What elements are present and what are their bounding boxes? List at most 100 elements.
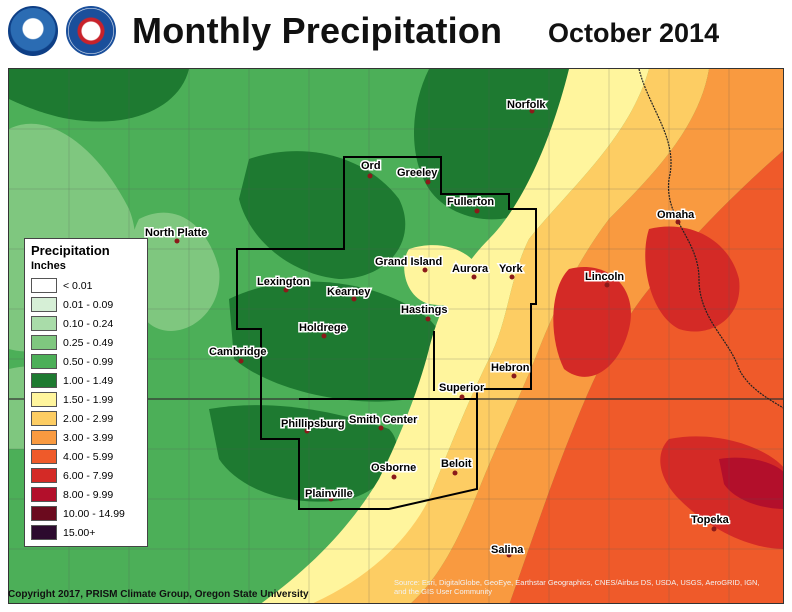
city-marker-aurora <box>471 274 477 280</box>
legend-swatch <box>31 430 57 445</box>
legend-label: 1.00 - 1.49 <box>63 374 114 387</box>
precip-zone-lincoln-deep <box>553 267 631 377</box>
legend-swatch <box>31 297 57 312</box>
legend-swatch <box>31 468 57 483</box>
precip-zone-orange-band <box>313 69 709 603</box>
legend-swatch <box>31 411 57 426</box>
map-title: Monthly Precipitation <box>132 10 503 51</box>
precip-zone-yellow-band <box>261 69 649 603</box>
legend-label: 15.00+ <box>63 526 96 539</box>
legend-swatch <box>31 354 57 369</box>
city-marker-lexington <box>283 287 289 293</box>
legend: Precipitation Inches < 0.01 0.01 - 0.09 0.… <box>24 238 148 547</box>
precip-zone-ord-dark <box>239 151 406 279</box>
city-marker-phillipsburg <box>304 428 310 434</box>
city-marker-hebron <box>511 373 517 379</box>
precip-zone-ks-dark <box>209 405 397 502</box>
city-marker-beloit <box>452 470 458 476</box>
legend-swatch <box>31 278 57 293</box>
legend-label: 0.10 - 0.24 <box>63 317 114 330</box>
city-marker-cambridge <box>238 358 244 364</box>
legend-item: 1.00 - 1.49 <box>31 371 141 390</box>
legend-item: 10.00 - 14.99 <box>31 504 141 523</box>
legend-label: 0.50 - 0.99 <box>63 355 114 368</box>
legend-item: 0.50 - 0.99 <box>31 352 141 371</box>
legend-label: 4.00 - 5.99 <box>63 450 114 463</box>
city-marker-norfolk <box>529 108 535 114</box>
city-label-lincoln: Lincoln <box>585 271 624 283</box>
city-marker-fullerton <box>474 208 480 214</box>
legend-label: 3.00 - 3.99 <box>63 431 114 444</box>
legend-label: < 0.01 <box>63 279 93 292</box>
precip-zone-np-light <box>128 212 220 331</box>
city-marker-york <box>509 274 515 280</box>
city-marker-north-platte <box>174 238 180 244</box>
city-label-kearney: Kearney <box>327 286 371 298</box>
legend-item: 6.00 - 7.99 <box>31 466 141 485</box>
river-line <box>638 69 783 409</box>
city-label-hebron: Hebron <box>491 362 530 374</box>
header: Monthly Precipitation October 2014 <box>0 0 792 68</box>
city-label-north-platte: North Platte <box>145 227 207 239</box>
precipitation-map[interactable]: Norfolk Ord Greeley Fullerton North Plat… <box>8 68 784 604</box>
source-attribution: Source: Esri, DigitalGlobe, GeoEye, Eart… <box>394 578 760 596</box>
city-label-cambridge: Cambridge <box>209 346 266 358</box>
legend-label: 2.00 - 2.99 <box>63 412 114 425</box>
city-marker-smith-center <box>378 425 384 431</box>
precip-zone-topeka-deepest <box>719 457 783 509</box>
city-label-fullerton: Fullerton <box>447 196 494 208</box>
legend-item: 4.00 - 5.99 <box>31 447 141 466</box>
legend-swatch <box>31 449 57 464</box>
city-label-york: York <box>499 263 524 275</box>
county-lines <box>9 69 783 603</box>
legend-item: 3.00 - 3.99 <box>31 428 141 447</box>
city-label-salina: Salina <box>491 544 524 556</box>
city-marker-plainville <box>328 496 334 502</box>
legend-units: Inches <box>31 260 66 272</box>
city-marker-holdrege <box>321 333 327 339</box>
city-marker-ord <box>367 173 373 179</box>
city-marker-lincoln <box>604 282 610 288</box>
city-marker-hastings <box>425 316 431 322</box>
city-label-smith-center: Smith Center <box>349 414 418 426</box>
precip-zone-kearney-dark <box>229 281 447 402</box>
city-label-superior: Superior <box>439 382 485 394</box>
city-label-topeka: Topeka <box>691 514 730 526</box>
legend-swatch <box>31 373 57 388</box>
legend-item: 0.25 - 0.49 <box>31 333 141 352</box>
city-marker-topeka <box>711 526 717 532</box>
map-canvas: Norfolk Ord Greeley Fullerton North Plat… <box>9 69 783 603</box>
precip-zone-gi-yellow <box>404 245 480 306</box>
city-marker-salina <box>506 552 512 558</box>
city-label-beloit: Beloit <box>441 458 472 470</box>
legend-swatch <box>31 335 57 350</box>
wfo-boundary <box>236 156 537 510</box>
legend-item: 1.50 - 1.99 <box>31 390 141 409</box>
legend-swatch <box>31 316 57 331</box>
legend-label: 1.50 - 1.99 <box>63 393 114 406</box>
noaa-logo <box>8 6 58 56</box>
legend-item: 15.00+ <box>31 523 141 542</box>
city-label-phillipsburg: Phillipsburg <box>281 418 345 430</box>
city-label-omaha: Omaha <box>657 209 695 221</box>
city-marker-grand-island <box>422 267 428 273</box>
legend-label: 6.00 - 7.99 <box>63 469 114 482</box>
city-label-grand-island: Grand Island <box>375 256 442 268</box>
legend-swatch <box>31 487 57 502</box>
legend-item: 0.01 - 0.09 <box>31 295 141 314</box>
city-label-aurora: Aurora <box>452 263 489 275</box>
map-period: October 2014 <box>548 18 720 48</box>
precip-zone-nw-dark <box>9 69 189 122</box>
city-label-greeley: Greeley <box>397 167 438 179</box>
legend-label: 0.01 - 0.09 <box>63 298 114 311</box>
legend-label: 10.00 - 14.99 <box>63 507 125 520</box>
city-marker-osborne <box>391 474 397 480</box>
nws-logo <box>66 6 116 56</box>
legend-label: 0.25 - 0.49 <box>63 336 114 349</box>
legend-swatch <box>31 525 57 540</box>
legend-title: Precipitation <box>31 243 110 258</box>
legend-rows: < 0.01 0.01 - 0.09 0.10 - 0.24 0.25 - 0.49 0… <box>31 276 141 542</box>
legend-swatch <box>31 392 57 407</box>
city-label-holdrege: Holdrege <box>299 322 347 334</box>
legend-swatch <box>31 506 57 521</box>
